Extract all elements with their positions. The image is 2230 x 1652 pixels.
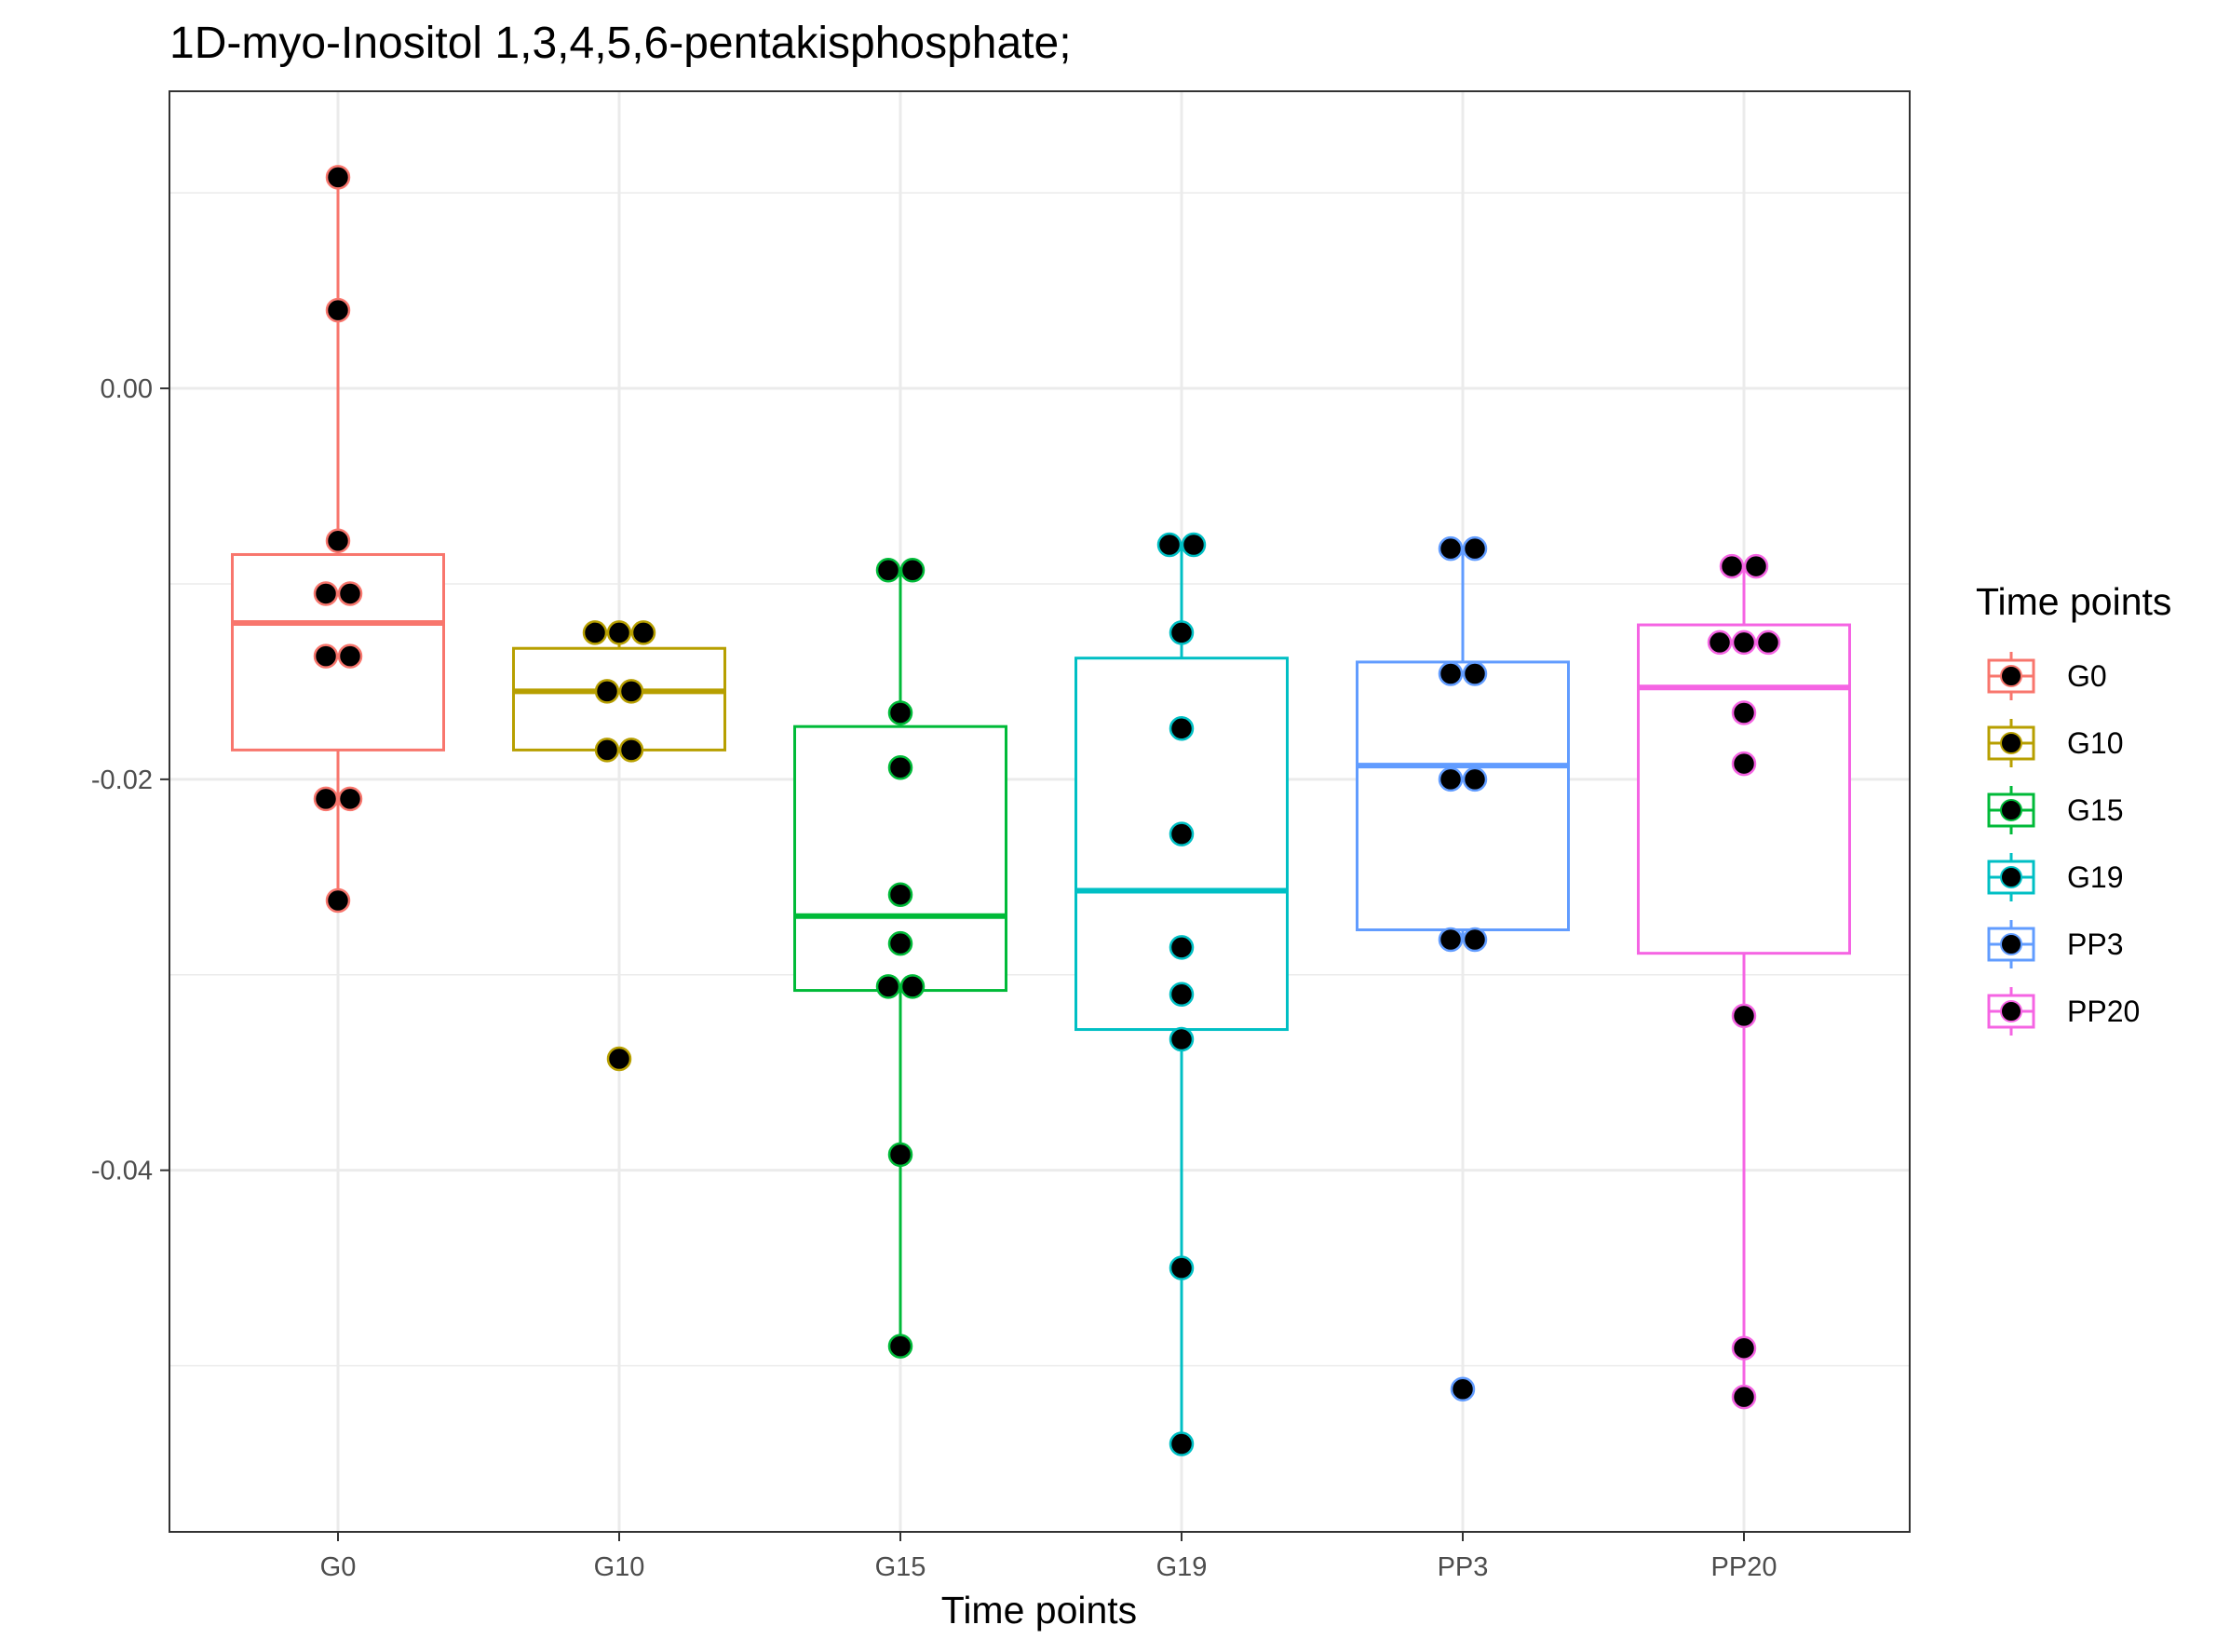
data-point	[1169, 716, 1195, 741]
data-point	[325, 528, 351, 554]
data-point	[1731, 1384, 1757, 1410]
legend-item-G15: G15	[1987, 786, 2123, 834]
data-point	[899, 974, 926, 999]
box-G0	[231, 552, 445, 752]
data-point	[325, 887, 351, 914]
data-point	[1462, 535, 1488, 562]
data-point	[1450, 1376, 1476, 1402]
data-point	[1731, 700, 1757, 725]
data-point	[1731, 1335, 1757, 1361]
data-point	[313, 643, 339, 669]
legend-item-G19: G19	[1987, 853, 2123, 901]
data-point	[887, 700, 913, 725]
data-point	[1169, 1431, 1195, 1456]
legend-key-point	[2000, 799, 2022, 821]
data-point	[1438, 927, 1464, 953]
chart-title: 1D-myo-Inositol 1,3,4,5,6-pentakisphosph…	[169, 19, 1072, 68]
x-tick-label: G15	[875, 1552, 926, 1582]
data-point	[337, 786, 363, 812]
legend-key-point	[2000, 1000, 2022, 1022]
y-tick-label: -0.04	[91, 1157, 153, 1186]
data-point	[1169, 821, 1195, 846]
legend-label: G15	[2067, 793, 2123, 827]
x-tick-label: G19	[1156, 1552, 1208, 1582]
legend-label: PP3	[2067, 928, 2123, 961]
data-point	[887, 930, 913, 956]
data-point	[1731, 751, 1757, 777]
x-tick-label: PP3	[1438, 1552, 1489, 1582]
data-point	[1731, 630, 1757, 656]
data-point	[887, 1334, 913, 1359]
x-tick-label: G0	[320, 1552, 357, 1582]
data-point	[887, 1142, 913, 1168]
x-axis-title: Time points	[941, 1589, 1137, 1632]
data-point	[1755, 630, 1781, 656]
data-point	[1438, 535, 1464, 562]
data-point	[1169, 935, 1195, 960]
data-point	[594, 679, 620, 704]
legend-label: G10	[2067, 726, 2123, 760]
y-tick-label: -0.02	[91, 765, 153, 795]
data-point	[1156, 532, 1183, 558]
legend: Time points G0 G10 G15 G19 PP3 PP20	[1976, 580, 2171, 1036]
data-point	[618, 738, 644, 763]
data-point	[313, 786, 339, 812]
panel-border	[169, 90, 1911, 1533]
legend-title: Time points	[1976, 580, 2171, 623]
data-point	[1438, 766, 1464, 792]
data-point	[337, 643, 363, 669]
data-point	[1462, 927, 1488, 953]
y-tick-label: 0.00	[101, 374, 153, 404]
boxes-layer	[231, 177, 1851, 1444]
data-point	[582, 620, 608, 645]
legend-key-point	[2000, 866, 2022, 888]
data-point	[313, 581, 339, 606]
box-PP20	[1637, 623, 1851, 955]
legend-key-point	[2000, 665, 2022, 687]
data-point	[606, 620, 632, 645]
data-point	[1743, 553, 1769, 579]
legend-item-PP3: PP3	[1987, 920, 2123, 968]
data-point	[1169, 620, 1195, 645]
data-point	[1707, 630, 1733, 656]
box-G10	[512, 646, 726, 752]
data-point	[1719, 553, 1745, 579]
legend-key-point	[2000, 732, 2022, 754]
data-point	[337, 581, 363, 606]
data-point	[887, 882, 913, 907]
data-point	[1462, 661, 1488, 686]
box-PP3	[1356, 660, 1570, 931]
legend-label: G19	[2067, 860, 2123, 894]
data-point	[1169, 1255, 1195, 1280]
data-point	[325, 297, 351, 323]
data-point	[1169, 982, 1195, 1008]
axes-layer: 0.00 -0.02 -0.04 G0 G10 G15 G19 PP3 PP20	[91, 374, 1777, 1582]
data-point	[325, 165, 351, 190]
data-point	[606, 1046, 632, 1072]
legend-item-PP20: PP20	[1987, 987, 2140, 1036]
data-point	[1462, 766, 1488, 792]
data-point	[1731, 1003, 1757, 1029]
legend-key-point	[2000, 933, 2022, 955]
x-tick-label: G10	[594, 1552, 645, 1582]
data-point	[594, 738, 620, 763]
data-point	[875, 974, 901, 999]
legend-item-G10: G10	[1987, 719, 2123, 767]
data-point	[1169, 1026, 1195, 1052]
data-point	[1438, 661, 1464, 686]
legend-item-G0: G0	[1987, 652, 2107, 700]
points-layer	[313, 165, 1781, 1456]
data-point	[1181, 532, 1207, 558]
data-point	[887, 755, 913, 780]
data-point	[618, 679, 644, 704]
x-tick-label: PP20	[1711, 1552, 1777, 1582]
data-point	[875, 558, 901, 583]
legend-label: PP20	[2067, 995, 2140, 1028]
data-point	[630, 620, 656, 645]
legend-label: G0	[2067, 659, 2107, 693]
data-point	[899, 558, 926, 583]
